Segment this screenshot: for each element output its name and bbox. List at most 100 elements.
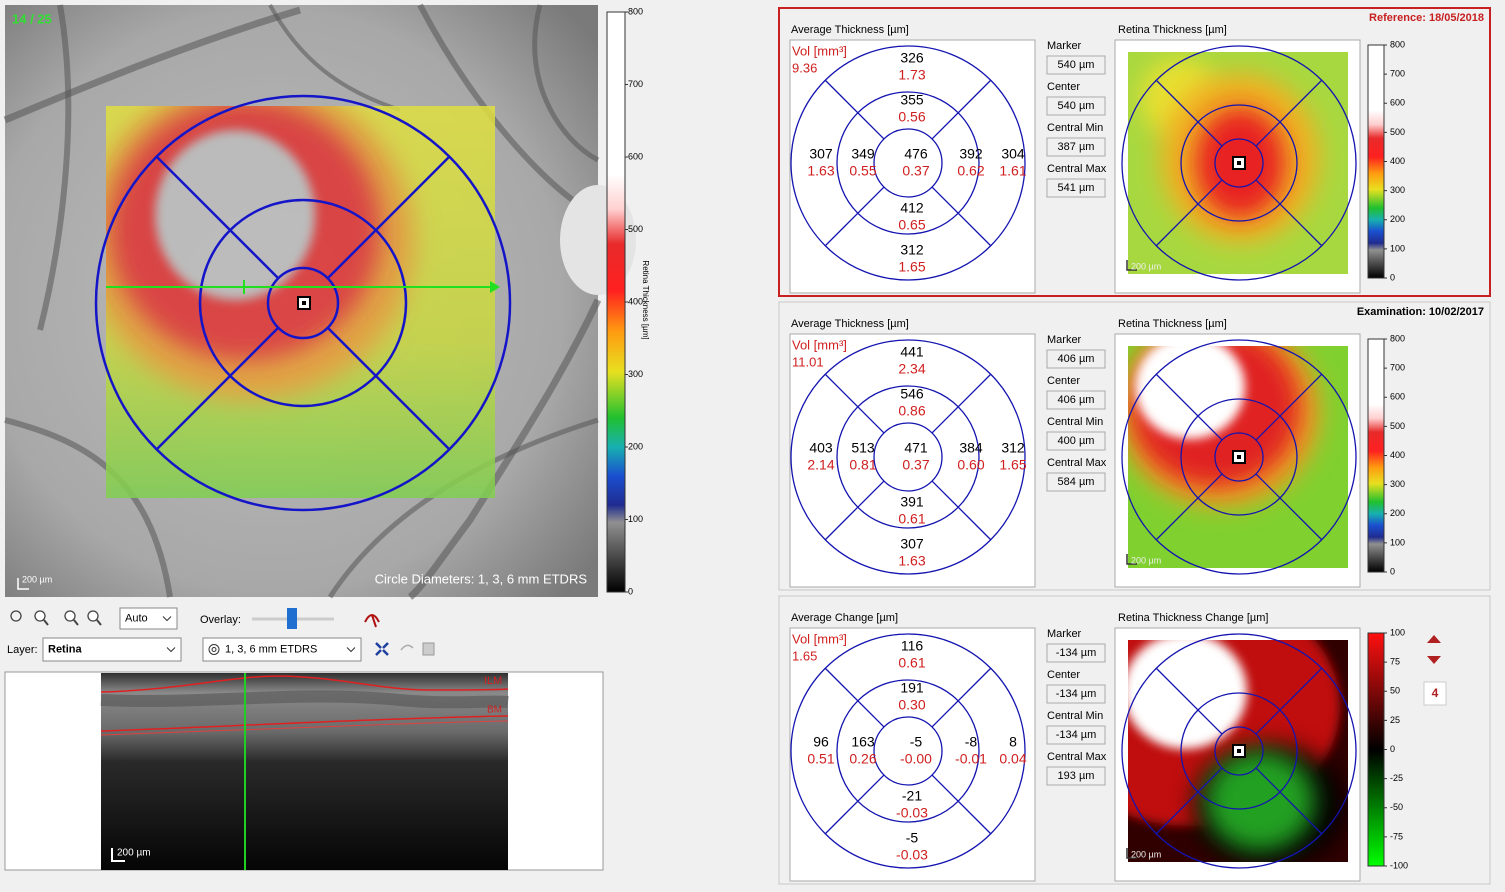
colorbar-tick-label: 400 bbox=[1390, 156, 1405, 166]
grid-caption: Circle Diameters: 1, 3, 6 mm ETDRS bbox=[375, 571, 588, 586]
etdrs-ring bbox=[1121, 339, 1357, 575]
bscan-layer bbox=[100, 690, 509, 709]
layer-select-chevron bbox=[166, 647, 176, 653]
map-region bbox=[1205, 751, 1315, 851]
overlay-center bbox=[155, 130, 315, 300]
zoom-select[interactable] bbox=[119, 607, 178, 630]
sector-volume: 1.63 bbox=[898, 553, 925, 569]
zoom-tool-handle bbox=[43, 619, 49, 626]
colorbar-tick-label: 100 bbox=[1390, 537, 1405, 547]
colorbar-tick-label: 0 bbox=[628, 586, 633, 596]
stat-label: Central Max bbox=[1047, 751, 1107, 763]
overlay-label: Overlay: bbox=[200, 614, 241, 626]
etdrs-spoke bbox=[931, 79, 992, 140]
overlay-slider-thumb[interactable] bbox=[287, 608, 297, 629]
grid-title: Average Thickness [µm] bbox=[791, 318, 909, 330]
etdrs-spoke bbox=[155, 155, 280, 280]
scale-bar bbox=[1126, 260, 1137, 271]
zoom-tool-icon bbox=[34, 610, 46, 622]
position-marker-dot bbox=[1237, 161, 1241, 165]
colorbar-tick-label: 800 bbox=[1390, 39, 1405, 49]
save-icon bbox=[422, 642, 435, 656]
stat-box bbox=[1046, 643, 1106, 663]
colorbar-tick-label: 400 bbox=[628, 296, 643, 306]
colorbar-tick-label: 600 bbox=[1390, 392, 1405, 402]
etdrs-ring bbox=[836, 91, 980, 235]
sector-volume: 2.14 bbox=[807, 457, 834, 473]
stat-box bbox=[1046, 96, 1106, 116]
sector-thickness: 355 bbox=[900, 92, 924, 108]
sector-volume: 0.62 bbox=[957, 163, 984, 179]
sector-volume: 0.55 bbox=[849, 163, 876, 179]
colorbar-title: Retina Thickness [µm] bbox=[641, 260, 650, 339]
zoom-in[interactable] bbox=[64, 610, 79, 626]
colorbar-tick-label: 300 bbox=[1390, 479, 1405, 489]
sector-thickness: 312 bbox=[900, 242, 924, 258]
sector-thickness: 546 bbox=[900, 386, 924, 402]
center-icon bbox=[375, 642, 389, 656]
scale-bar bbox=[1126, 554, 1137, 565]
etdrs-ring bbox=[1214, 726, 1264, 776]
etdrs-spoke bbox=[824, 186, 885, 247]
position-marker-dot bbox=[1237, 455, 1241, 459]
stat-box bbox=[1046, 725, 1106, 745]
etdrs-spoke bbox=[931, 774, 992, 835]
colorbar bbox=[1367, 338, 1385, 573]
sector-thickness: 191 bbox=[900, 680, 924, 696]
etdrs-ring bbox=[1214, 138, 1264, 188]
colorbar-tick-label: 25 bbox=[1390, 715, 1400, 725]
sector-thickness: 513 bbox=[851, 440, 875, 456]
colorbar-tick-label: -50 bbox=[1390, 802, 1403, 812]
stat-label: Center bbox=[1047, 375, 1080, 387]
vessel bbox=[3, 6, 302, 124]
etdrs-spoke bbox=[931, 373, 992, 434]
stat-box bbox=[1046, 178, 1106, 198]
panel-header: Examination: 10/02/2017 bbox=[1357, 306, 1484, 318]
colorbar bbox=[606, 11, 626, 593]
stat-label: Marker bbox=[1047, 40, 1082, 52]
etdrs-spoke bbox=[1155, 473, 1223, 541]
pan-tool[interactable] bbox=[10, 610, 22, 622]
etdrs-spoke bbox=[824, 480, 885, 541]
etdrs-spoke bbox=[931, 480, 992, 541]
etdrs-spoke bbox=[931, 186, 992, 247]
colorbar-tick-label: 100 bbox=[1390, 243, 1405, 253]
stat-label: Center bbox=[1047, 81, 1080, 93]
scale-label: 200 µm bbox=[1131, 261, 1161, 271]
zoom-out[interactable] bbox=[87, 610, 102, 626]
vessel bbox=[37, 4, 72, 331]
colorbar-tick-label: 100 bbox=[628, 514, 643, 524]
stat-value: 540 µm bbox=[1058, 59, 1095, 71]
step-value: 4 bbox=[1432, 686, 1439, 700]
etdrs-ring bbox=[1180, 398, 1298, 516]
etdrs-spoke bbox=[1255, 767, 1323, 835]
sector-volume: 0.60 bbox=[957, 457, 984, 473]
sector-volume: 0.51 bbox=[807, 751, 834, 767]
volume-label: Vol [mm³] bbox=[792, 631, 847, 646]
colorbar-tick-label: 500 bbox=[628, 224, 643, 234]
image-counter: 14 / 25 bbox=[12, 11, 52, 26]
grid-select[interactable] bbox=[202, 637, 362, 662]
thickness-map bbox=[1128, 346, 1348, 568]
sector-thickness: 307 bbox=[900, 536, 924, 552]
etdrs-spoke bbox=[326, 155, 451, 280]
colorbar-tick-label: -100 bbox=[1390, 860, 1408, 870]
zoom-select-chevron bbox=[162, 616, 172, 622]
stat-value: -134 µm bbox=[1056, 688, 1097, 700]
step-box bbox=[1423, 681, 1447, 706]
zoom-tool[interactable] bbox=[34, 610, 49, 626]
step-down[interactable] bbox=[1427, 656, 1441, 664]
sector-thickness: 96 bbox=[813, 734, 829, 750]
stat-value: -134 µm bbox=[1056, 729, 1097, 741]
step-up[interactable] bbox=[1427, 635, 1441, 643]
zoom-select-value: Auto bbox=[125, 612, 148, 624]
sector-thickness: 403 bbox=[809, 440, 833, 456]
etdrs-ring bbox=[1214, 432, 1264, 482]
etdrs-ring bbox=[790, 339, 1026, 575]
etdrs-ring bbox=[1121, 45, 1357, 281]
grid-icon bbox=[208, 644, 220, 655]
stat-label: Center bbox=[1047, 669, 1080, 681]
colorbar bbox=[1367, 44, 1385, 279]
layer-select[interactable] bbox=[42, 637, 182, 662]
